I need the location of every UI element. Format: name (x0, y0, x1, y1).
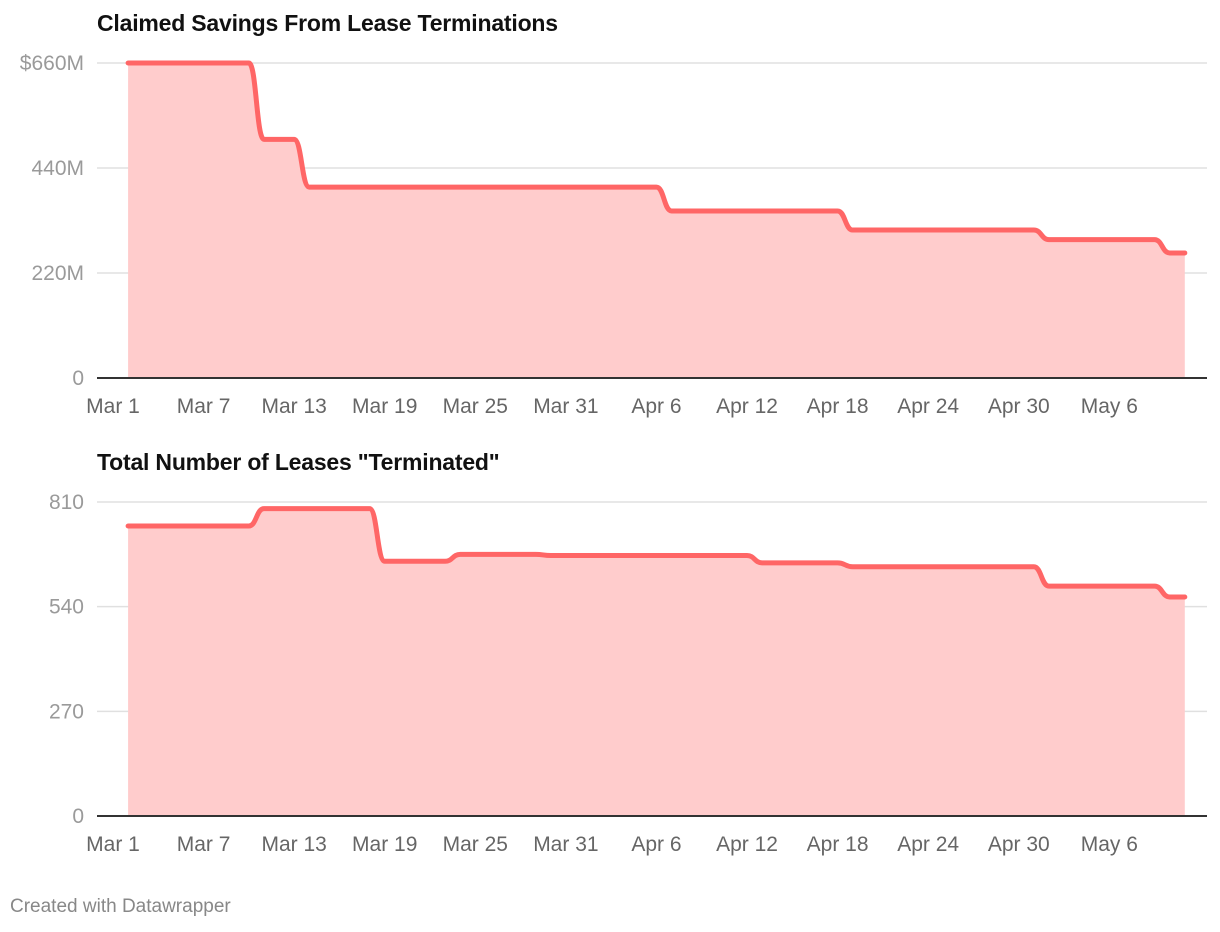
x-tick-label-4: Mar 25 (443, 833, 508, 856)
x-tick-label-7: Apr 12 (716, 395, 778, 418)
y-tick-label-1: 220M (31, 262, 84, 285)
x-tick-label-4: Mar 25 (443, 395, 508, 418)
x-tick-label-9: Apr 24 (897, 833, 959, 856)
x-tick-label-7: Apr 12 (716, 833, 778, 856)
x-tick-label-3: Mar 19 (352, 833, 417, 856)
x-tick-label-0: Mar 1 (86, 395, 140, 418)
x-tick-label-1: Mar 7 (177, 395, 231, 418)
x-tick-label-6: Apr 6 (631, 833, 681, 856)
y-tick-label-0: 0 (72, 367, 84, 390)
chart-savings: 0 220M 440M $660M Mar 1 Mar 7 Mar 13 Mar 19 Mar … (20, 52, 1207, 418)
x-tick-label-11: May 6 (1081, 395, 1138, 418)
series-line (125, 506, 1188, 600)
chart-title-savings: Claimed Savings From Lease Terminations (97, 10, 558, 36)
y-tick-label-3: 810 (49, 491, 84, 514)
x-tick-label-3: Mar 19 (352, 395, 417, 418)
chart-leases: 0 270 540 810 Mar 1 Mar 7 Mar 13 Mar 19 Mar 25 Ma… (49, 491, 1207, 856)
x-tick-label-8: Apr 18 (807, 395, 869, 418)
x-tick-label-11: May 6 (1081, 833, 1138, 856)
x-tick-label-8: Apr 18 (807, 833, 869, 856)
x-tick-label-0: Mar 1 (86, 833, 140, 856)
area-fill (128, 63, 1185, 378)
x-tick-label-9: Apr 24 (897, 395, 959, 418)
x-tick-label-10: Apr 30 (988, 833, 1050, 856)
x-tick-label-2: Mar 13 (261, 395, 326, 418)
y-tick-label-2: 440M (31, 157, 84, 180)
chart-title-leases: Total Number of Leases "Terminated" (97, 449, 500, 475)
x-tick-label-5: Mar 31 (533, 395, 598, 418)
series-line (125, 60, 1188, 256)
x-tick-label-2: Mar 13 (261, 833, 326, 856)
y-tick-label-3: $660M (20, 52, 84, 75)
x-tick-label-10: Apr 30 (988, 395, 1050, 418)
y-tick-label-1: 270 (49, 700, 84, 723)
area-fill (128, 508, 1185, 816)
footer-credit: Created with Datawrapper (10, 896, 231, 917)
x-tick-label-1: Mar 7 (177, 833, 231, 856)
x-tick-label-5: Mar 31 (533, 833, 598, 856)
y-tick-label-2: 540 (49, 596, 84, 619)
y-tick-label-0: 0 (72, 805, 84, 828)
x-tick-label-6: Apr 6 (631, 395, 681, 418)
